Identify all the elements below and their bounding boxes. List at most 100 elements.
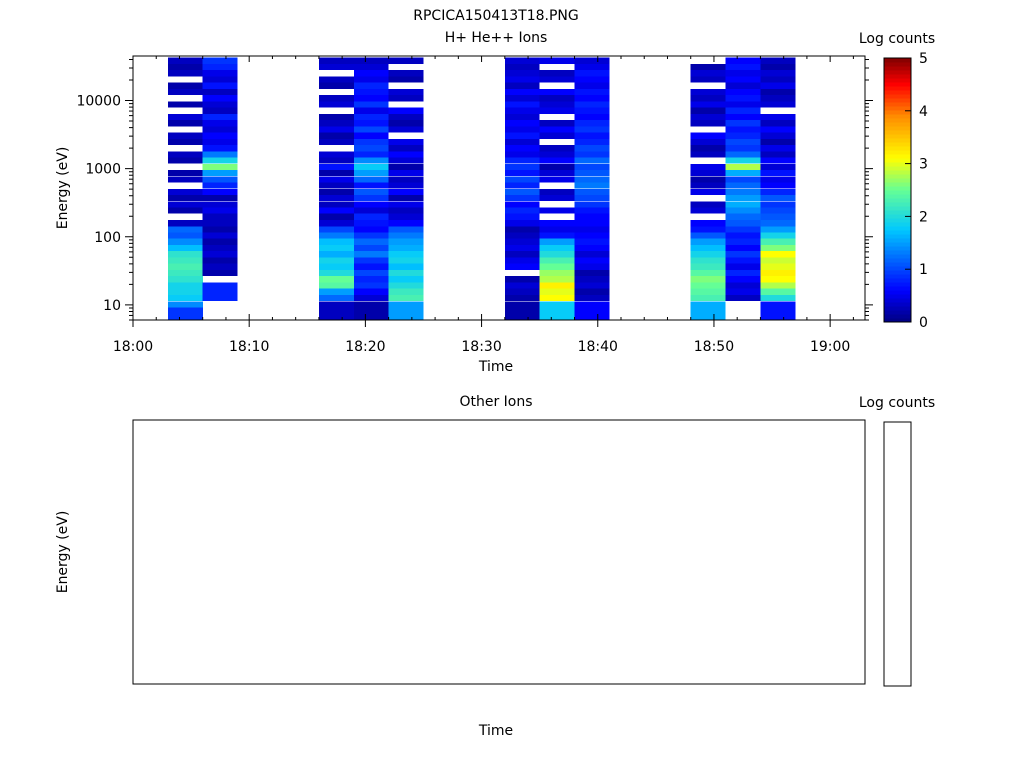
heatmap-cell [167,294,203,302]
heatmap-cells [167,57,796,320]
x-axis: 18:00 18:10 18:20 18:30 18:40 18:50 19:00 [113,56,854,355]
heatmap-cell [504,176,540,183]
colorbar-swatch [884,266,911,271]
heatmap-cell [725,57,761,64]
heatmap-cell [725,276,761,283]
heatmap-cell [574,220,610,227]
colorbar-swatch [884,142,911,147]
heatmap-cell [539,126,575,133]
heatmap-cell [725,170,761,177]
heatmap-cell [353,145,389,152]
heatmap-cell [388,213,424,220]
heatmap-cell [353,132,389,139]
heatmap-cell [504,57,540,64]
heatmap-cell [760,170,796,177]
x-axis-label: Time [478,723,513,739]
heatmap-cell [690,269,726,277]
heatmap-cell [760,151,796,158]
colorbar-label: Log counts [859,395,935,411]
heatmap-cell [690,251,726,258]
heatmap-cell [690,313,726,320]
heatmap-cell [574,232,610,239]
heatmap-cell [760,57,796,64]
colorbar-swatch [884,246,911,251]
heatmap-cell [318,63,354,71]
heatmap-cell [353,151,389,158]
heatmap-cell [388,251,424,258]
colorbar-swatch [884,78,911,83]
colorbar-swatch [884,254,911,259]
heatmap-cell [504,313,540,320]
heatmap-cell [318,176,354,183]
heatmap-cell [504,226,540,233]
heatmap-cell [202,288,238,295]
heatmap-cell [388,113,424,120]
colorbar-swatch [884,306,911,311]
heatmap-cell [725,257,761,264]
heatmap-cell [760,126,796,133]
heatmap-cell [760,176,796,183]
heatmap-cell [353,269,389,277]
heatmap-cell [388,294,424,302]
heatmap-cell [504,145,540,152]
heatmap-cell [574,95,610,102]
heatmap-cell [388,57,424,64]
colorbar-swatch [884,62,911,67]
heatmap-cell [539,101,575,108]
heatmap-cell [725,251,761,258]
heatmap-cell [690,76,726,83]
heatmap-cell [318,213,354,220]
heatmap-cell [388,288,424,295]
heatmap-cell [202,195,238,202]
heatmap-cell [504,294,540,302]
heatmap-cell [574,257,610,264]
panel-bottom: Other Ions Time Energy (eV) Log counts [55,394,935,739]
heatmap-cell [760,276,796,283]
heatmap-cell [504,132,540,139]
heatmap-cell [167,226,203,233]
heatmap-cell [690,151,726,158]
heatmap-cell [353,101,389,108]
heatmap-cell [353,201,389,208]
heatmap-cell [574,294,610,302]
heatmap-cell [760,294,796,302]
heatmap-cell [690,301,726,308]
heatmap-cell [318,269,354,277]
heatmap-cell [504,257,540,264]
heatmap-cell [318,76,354,83]
heatmap-cell [202,245,238,252]
heatmap-cell [725,120,761,127]
heatmap-cell [574,226,610,233]
heatmap-cell [388,238,424,245]
colorbar-swatch [884,250,911,255]
heatmap-cell [388,245,424,252]
heatmap-cell [760,263,796,270]
heatmap-cell [353,95,389,102]
heatmap-cell [725,282,761,289]
colorbar-swatch [884,178,911,183]
colorbar-swatch [884,226,911,231]
colorbar-swatch [884,302,911,307]
heatmap-cell [353,63,389,71]
heatmap-cell [574,101,610,108]
heatmap-cell [353,195,389,202]
colorbar-swatch [884,310,911,315]
heatmap-cell [574,188,610,195]
heatmap-cell [760,257,796,264]
colorbar-swatch [884,258,911,263]
heatmap-cell [760,88,796,96]
colorbar-swatch [884,210,911,215]
heatmap-cell [760,82,796,89]
heatmap-cell [690,220,726,227]
heatmap-cell [760,301,796,308]
heatmap-cell [167,88,203,96]
heatmap-cell [353,138,389,145]
colorbar-swatch [884,126,911,131]
colorbar-swatch [884,214,911,219]
heatmap-cell [388,220,424,227]
colorbar-swatch [884,66,911,71]
heatmap-cell [760,76,796,83]
heatmap-cell [725,232,761,239]
heatmap-cell [388,163,424,170]
y-axis-label: Energy (eV) [55,511,71,594]
